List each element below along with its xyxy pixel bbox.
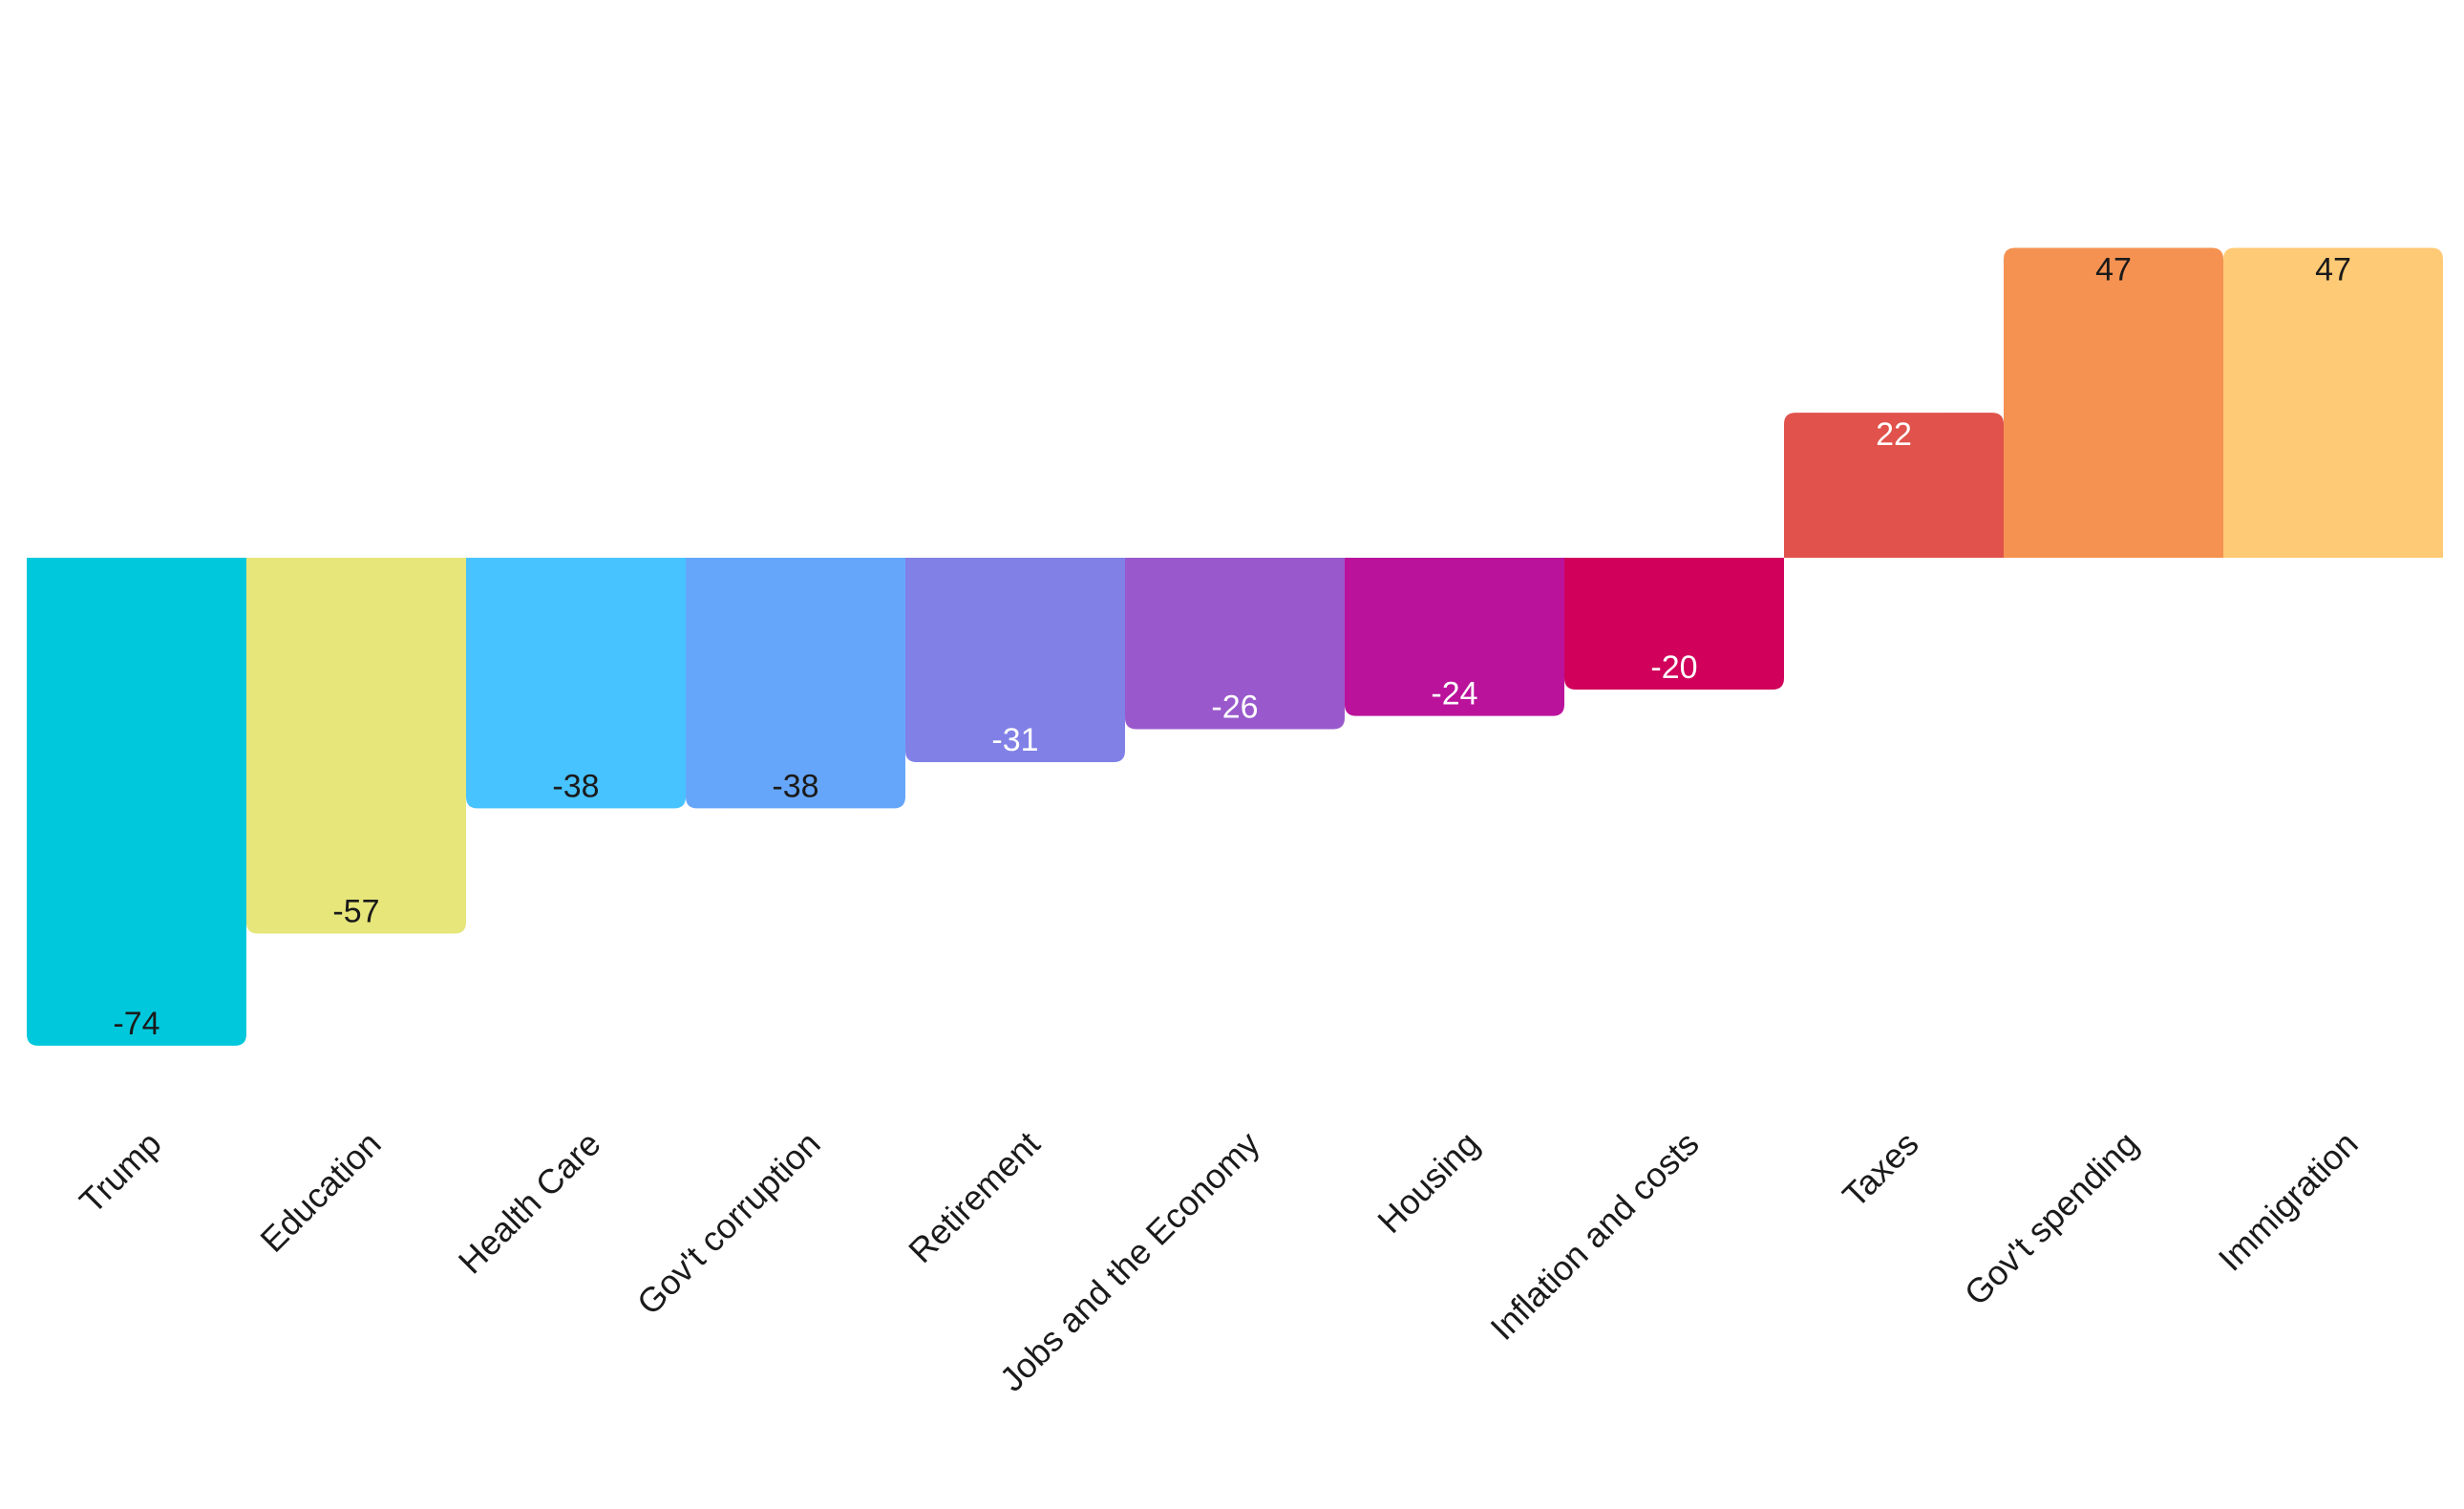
value-label-jobs-and-the-economy: -26	[1211, 689, 1258, 725]
value-label-education: -57	[332, 893, 379, 929]
bar-housing	[1345, 558, 1564, 716]
category-label-gov-t-corruption: Gov't corruption	[629, 1124, 828, 1323]
value-label-taxes: 22	[1876, 416, 1912, 453]
value-label-immigration: 47	[2315, 252, 2351, 288]
category-label-education: Education	[252, 1124, 388, 1260]
bar-inflation-and-costs	[1564, 558, 1784, 691]
value-label-retirement: -31	[991, 722, 1038, 758]
bar-gov-t-spending	[2004, 247, 2223, 558]
category-label-inflation-and-costs: Inflation and costs	[1482, 1124, 1706, 1348]
value-label-housing: -24	[1431, 676, 1477, 712]
bar-jobs-and-the-economy	[1125, 558, 1345, 730]
value-label-gov-t-corruption: -38	[772, 768, 818, 804]
value-labels-group: -74 -57 -38 -38 -31 -26 -24 -20 22 47 47	[113, 252, 2350, 1042]
category-label-health-care: Health Care	[451, 1124, 608, 1282]
bar-trump	[27, 558, 246, 1046]
category-label-retirement: Retirement	[901, 1124, 1047, 1270]
category-label-housing: Housing	[1370, 1124, 1486, 1241]
bar-taxes	[1784, 413, 2004, 558]
bar-education	[246, 558, 466, 934]
value-label-inflation-and-costs: -20	[1650, 649, 1697, 686]
bar-retirement	[905, 558, 1125, 762]
bar-gov-t-corruption	[686, 558, 905, 809]
category-label-taxes: Taxes	[1835, 1124, 1925, 1215]
category-label-immigration: Immigration	[2211, 1124, 2366, 1279]
bar-immigration	[2223, 247, 2443, 558]
category-label-gov-t-spending: Gov't spending	[1957, 1124, 2146, 1313]
value-label-trump: -74	[113, 1006, 159, 1042]
category-labels-group: Trump Education Health Care Gov't corruptio…	[72, 1124, 2366, 1399]
value-label-gov-t-spending: 47	[2095, 252, 2132, 288]
bars-group	[27, 247, 2443, 1046]
category-label-trump: Trump	[72, 1124, 169, 1222]
bar-health-care	[466, 558, 686, 809]
value-label-health-care: -38	[552, 768, 599, 804]
